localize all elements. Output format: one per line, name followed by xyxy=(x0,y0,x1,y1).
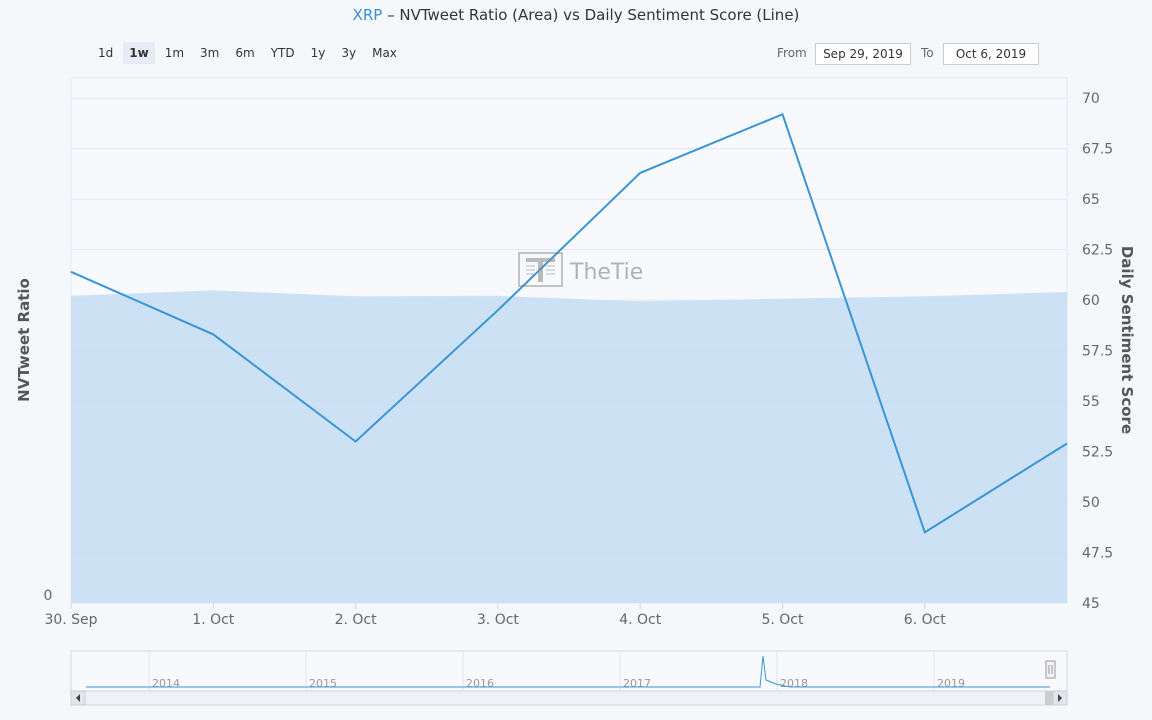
range-selector: 1d 1w 1m 3m 6m YTD 1y 3y Max xyxy=(92,42,403,64)
x-axis-ticks: 30. Sep 1. Oct 2. Oct 3. Oct 4. Oct 5. Oct 6. … xyxy=(44,603,946,628)
area-nvtweet-ratio xyxy=(71,290,1067,603)
navigator-year-label: 2017 xyxy=(623,677,651,690)
right-axis-tick-label: 67.5 xyxy=(1082,142,1113,158)
right-axis-tick-label: 45 xyxy=(1082,596,1100,612)
right-axis-label: Daily Sentiment Score xyxy=(1118,246,1136,434)
title-symbol: XRP xyxy=(352,6,383,24)
from-label: From xyxy=(777,46,807,60)
x-tick-label: 4. Oct xyxy=(619,612,662,628)
range-button-3y[interactable]: 3y xyxy=(341,46,357,60)
right-axis-tick-label: 70 xyxy=(1082,91,1100,107)
line-sentiment-score xyxy=(70,112,1068,534)
navigator-year-label: 2016 xyxy=(466,677,494,690)
scroll-right-button[interactable] xyxy=(1052,690,1068,706)
navigator-scrollbar[interactable] xyxy=(70,690,1068,706)
range-button-1d[interactable]: 1d xyxy=(98,46,114,60)
right-axis-tick-label: 47.5 xyxy=(1082,546,1113,562)
navigator-series xyxy=(86,655,1050,688)
plot-background xyxy=(70,77,1068,604)
scrollbar-thumb[interactable] xyxy=(1045,691,1053,705)
left-axis-tick-0: 0 xyxy=(44,588,53,604)
x-tick-label: 1. Oct xyxy=(192,612,235,628)
right-axis-tick-label: 55 xyxy=(1082,394,1100,410)
range-button-max[interactable]: Max xyxy=(372,46,397,60)
watermark-text: TheTie xyxy=(569,260,643,285)
to-label: To xyxy=(921,46,934,60)
x-tick-label: 6. Oct xyxy=(904,612,947,628)
scroll-left-icon xyxy=(76,694,80,702)
x-tick-label: 30. Sep xyxy=(44,612,97,628)
right-axis-tick-label: 57.5 xyxy=(1082,344,1113,360)
navigator-year-label: 2014 xyxy=(152,677,180,690)
to-date-input[interactable]: Oct 6, 2019 xyxy=(943,43,1039,65)
range-button-ytd[interactable]: YTD xyxy=(270,46,295,60)
right-axis-tick-label: 52.5 xyxy=(1082,445,1113,461)
title-text: – NVTweet Ratio (Area) vs Daily Sentimen… xyxy=(382,6,800,24)
navigator-year-label: 2018 xyxy=(780,677,808,690)
x-tick-label: 2. Oct xyxy=(335,612,378,628)
right-axis-tick-label: 65 xyxy=(1082,192,1100,208)
navigator: 2014 2015 2016 2017 2018 2019 xyxy=(70,650,1068,706)
range-button-6m[interactable]: 6m xyxy=(235,46,255,60)
x-tick-label: 3. Oct xyxy=(477,612,520,628)
right-axis-tick-label: 62.5 xyxy=(1082,243,1113,259)
navigator-background xyxy=(70,650,1068,692)
scroll-left-button[interactable] xyxy=(70,690,86,706)
area-top-edge xyxy=(70,290,1068,303)
x-tick-label: 5. Oct xyxy=(761,612,804,628)
range-button-1m[interactable]: 1m xyxy=(164,46,185,60)
from-date-input[interactable]: Sep 29, 2019 xyxy=(815,43,911,65)
navigator-year-label: 2019 xyxy=(937,677,965,690)
scroll-right-icon xyxy=(1058,694,1062,702)
grid-lines xyxy=(71,97,1067,604)
range-button-1w[interactable]: 1w xyxy=(123,42,155,64)
navigator-year-labels: 2014 2015 2016 2017 2018 2019 xyxy=(148,651,965,691)
range-button-1y[interactable]: 1y xyxy=(310,46,326,60)
navigator-handle[interactable] xyxy=(1045,660,1056,679)
chart-title: XRP – NVTweet Ratio (Area) vs Daily Sent… xyxy=(0,6,1152,24)
range-button-3m[interactable]: 3m xyxy=(200,46,220,60)
y-axis-ticks: 45 47.5 50 52.5 55 57.5 60 62.5 65 67.5 70 xyxy=(1082,91,1113,612)
left-axis-label: NVTweet Ratio xyxy=(15,278,33,402)
right-axis-tick-label: 50 xyxy=(1082,495,1100,511)
right-axis-tick-label: 60 xyxy=(1082,293,1100,309)
navigator-year-label: 2015 xyxy=(309,677,337,690)
thetie-watermark: TheTie xyxy=(518,252,643,287)
